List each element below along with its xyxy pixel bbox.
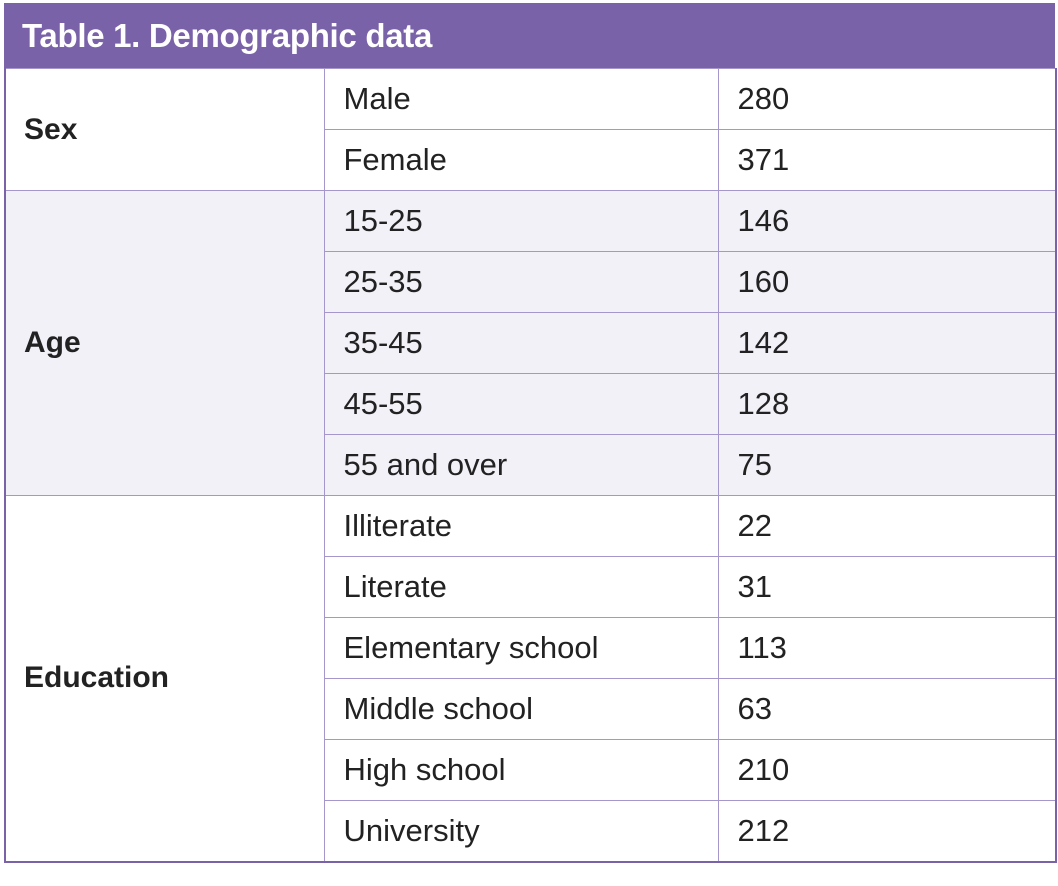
row-value: 128 [717,373,1057,435]
row-value: 146 [717,190,1057,252]
table-row: 45-55 128 [5,373,1057,435]
row-value: 371 [717,129,1057,191]
row-label: Literate [323,556,719,618]
row-value: 160 [717,251,1057,313]
table-row: 25-35 160 [5,251,1057,313]
row-value: 113 [717,617,1057,679]
row-value: 212 [717,800,1057,862]
row-label: University [323,800,719,862]
row-value: 31 [717,556,1057,618]
table-row: Elementary school 113 [5,617,1057,679]
table-row: 55 and over 75 [5,434,1057,496]
group-label: Age [4,190,325,496]
table: Sex Male 280 Female 371 Age 15-25 146 25-35 160 35… [4,68,1057,863]
row-label: 45-55 [323,373,719,435]
row-value: 280 [717,68,1057,130]
table-title: Table 1. Demographic data [4,3,1055,68]
table-row: Age 15-25 146 [4,190,1057,496]
table-row: Education Illiterate 22 [4,495,1057,862]
row-label: Middle school [323,678,719,740]
row-value: 22 [717,495,1057,557]
row-label: 55 and over [323,434,719,496]
row-label: Female [323,129,719,191]
table-row: Sex Male 280 [4,68,1057,191]
row-label: Illiterate [323,495,719,557]
row-label: 25-35 [323,251,719,313]
row-value: 210 [717,739,1057,801]
row-value: 75 [717,434,1057,496]
table-row: University 212 [5,800,1057,862]
group-label: Education [4,495,325,862]
row-label: Male [323,68,719,130]
table-row: 35-45 142 [5,312,1057,374]
table-row: Female 371 [5,129,1057,191]
row-label: High school [323,739,719,801]
row-value: 142 [717,312,1057,374]
row-label: 35-45 [323,312,719,374]
group-label: Sex [4,68,325,191]
row-label: Elementary school [323,617,719,679]
table-container: Table 1. Demographic data Sex Male 280 Fema… [4,3,1057,863]
row-label: 15-25 [323,190,719,252]
table-row: Literate 31 [5,556,1057,618]
row-value: 63 [717,678,1057,740]
table-row: Middle school 63 [5,678,1057,740]
